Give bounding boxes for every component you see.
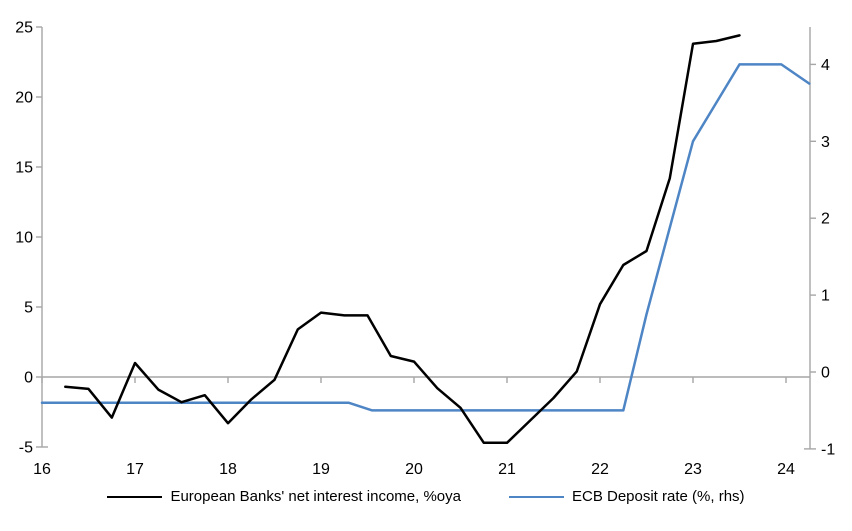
right-axis-tick-label: -1 <box>821 441 835 458</box>
left-axis: 25 20 15 10 5 0 -5 <box>15 20 48 457</box>
ecb-deposit-rate-line-sample <box>508 495 564 498</box>
net-interest-income-line <box>64 34 741 445</box>
x-axis-tick-label: 17 <box>126 461 144 478</box>
x-axis-tick-label: 16 <box>33 461 51 478</box>
x-axis-tick-label: 24 <box>777 461 795 478</box>
legend-label-net-interest-income: European Banks' net interest income, %oy… <box>170 488 461 505</box>
left-axis-tick-label: -5 <box>19 440 33 457</box>
x-axis-tick-label: 22 <box>591 461 609 478</box>
left-axis-tick-label: 20 <box>15 90 33 107</box>
left-axis-tick-label: 5 <box>24 300 33 317</box>
right-axis-tick-label: 1 <box>821 288 830 305</box>
left-axis-tick-label: 15 <box>15 160 33 177</box>
x-axis-tick-label: 23 <box>684 461 702 478</box>
x-axis-tick-label: 19 <box>312 461 330 478</box>
right-axis: 4 3 2 1 0 -1 <box>804 27 835 458</box>
legend-item-ecb-deposit-rate: ECB Deposit rate (%, rhs) <box>508 488 745 505</box>
ecb-deposit-rate-line <box>40 63 811 412</box>
chart-legend: European Banks' net interest income, %oy… <box>0 488 852 505</box>
x-axis: 16 17 18 19 20 21 22 23 24 <box>33 377 795 478</box>
right-axis-tick-label: 0 <box>821 365 830 382</box>
legend-label-ecb-deposit-rate: ECB Deposit rate (%, rhs) <box>571 488 745 505</box>
right-axis-tick-label: 4 <box>821 57 830 74</box>
net-interest-income-line-sample <box>107 495 163 498</box>
left-axis-tick-label: 10 <box>15 230 33 247</box>
right-axis-tick-label: 3 <box>821 134 830 151</box>
x-axis-tick-label: 21 <box>498 461 516 478</box>
right-axis-tick-label: 2 <box>821 211 830 228</box>
left-axis-tick-label: 0 <box>24 370 33 387</box>
x-axis-tick-label: 18 <box>219 461 237 478</box>
x-axis-tick-label: 20 <box>405 461 423 478</box>
left-axis-tick-label: 25 <box>15 20 33 37</box>
legend-item-net-interest-income: European Banks' net interest income, %oy… <box>107 488 461 505</box>
